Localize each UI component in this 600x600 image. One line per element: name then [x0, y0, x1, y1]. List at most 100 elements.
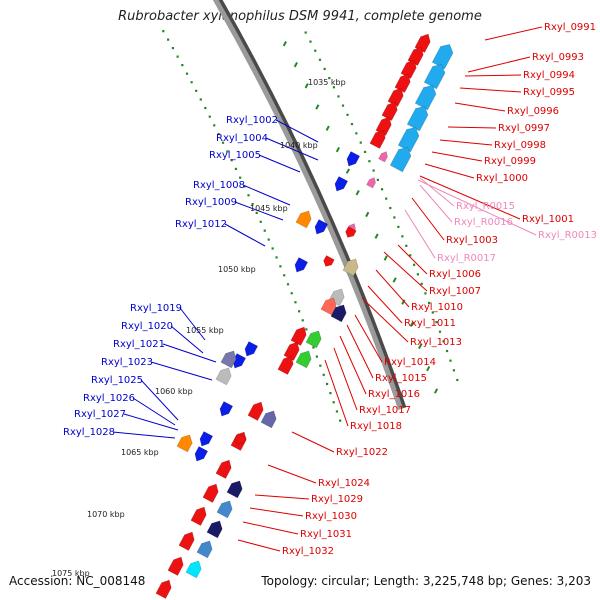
- kbp-scale-label: 1050 kbp: [218, 265, 256, 274]
- gene-block-cyan: [389, 147, 412, 173]
- gene-arrow-forward-shape: [178, 531, 195, 551]
- gene-block-cyan: [431, 44, 454, 70]
- gene-arrow-forward: [394, 73, 411, 93]
- leader-line: [132, 397, 176, 426]
- gene-block-shape: [305, 330, 322, 349]
- gene-arrow-reverse: [235, 433, 247, 445]
- gene-label-right: Rxyl_1001: [522, 214, 574, 225]
- tick-dot: [185, 72, 189, 75]
- tick-dot: [247, 194, 250, 197]
- gene-label-left: Rxyl_1009: [185, 197, 237, 208]
- gene-block: [330, 304, 347, 323]
- leader-line: [140, 379, 179, 421]
- gene-block-shape: [185, 560, 202, 579]
- gene-label-right: Rxyl_1007: [429, 286, 481, 297]
- leader-line: [361, 297, 409, 343]
- tick-dot: [283, 274, 286, 277]
- tick-dot: [255, 211, 258, 215]
- gene-arrow-forward: [414, 33, 431, 53]
- tick-dot: [456, 378, 459, 382]
- tick-dot: [309, 40, 312, 43]
- gene-label-left: Rxyl_1019: [130, 303, 182, 314]
- tick-dot: [412, 263, 416, 266]
- strand-tick: [355, 190, 360, 196]
- tick-dot: [424, 292, 427, 295]
- gene-arrow-forward-shape: [167, 556, 184, 576]
- gene-label-right: Rxyl_1016: [368, 389, 420, 400]
- gene-arrow-inner-shape: [244, 341, 259, 357]
- backbone-ring: [212, 0, 404, 410]
- leader-line: [467, 56, 531, 73]
- strand-tick: [383, 255, 388, 261]
- tick-dot: [259, 220, 262, 223]
- tick-dot: [275, 256, 278, 259]
- tick-dot: [304, 31, 307, 34]
- tick-dot: [181, 64, 184, 67]
- gene-label-left: Rxyl_1021: [113, 339, 165, 350]
- leader-line: [397, 244, 428, 275]
- gene-arrow-forward-shape: [155, 579, 172, 599]
- tick-dot: [393, 216, 396, 219]
- label-layer: 1035 kbp 1040 kbp 1045 kbp 1050 kbp 1055 kbp…: [52, 22, 597, 578]
- tick-dot: [217, 132, 220, 136]
- tick-dot: [290, 292, 293, 295]
- tick-dot: [397, 225, 400, 228]
- tick-dot: [312, 346, 315, 349]
- gene-block-cyan-shape: [423, 64, 446, 90]
- leader-line: [339, 335, 367, 395]
- tick-dot: [359, 141, 362, 144]
- gene-label-right: Rxyl_1017: [359, 405, 411, 416]
- gene-arrow-reverse-shape: [235, 433, 247, 445]
- gene-arrow-inner: [199, 431, 214, 447]
- leader-line: [404, 209, 436, 259]
- strand-tick: [335, 146, 340, 153]
- tick-dot: [420, 282, 423, 285]
- gene-block: [305, 330, 322, 349]
- gene-label-left: Rxyl_1012: [175, 219, 227, 230]
- rna-marker: [378, 151, 388, 163]
- tick-dot: [452, 369, 456, 372]
- leader-line: [417, 179, 537, 236]
- tick-dot: [341, 104, 345, 107]
- gene-label-right: Rxyl_1013: [410, 337, 462, 348]
- gene-label-right: Rxyl_0997: [498, 123, 550, 134]
- gene-block-shape: [216, 500, 233, 519]
- leader-line: [346, 324, 374, 379]
- gene-arrow-reverse: [345, 226, 357, 238]
- strand-tick: [345, 168, 350, 174]
- tick-dot: [271, 247, 274, 250]
- gene-block: [260, 410, 277, 429]
- leader-line: [162, 343, 217, 363]
- tick-dot: [346, 113, 349, 116]
- tick-dot: [445, 349, 449, 353]
- leader-line: [459, 87, 522, 93]
- gene-block-shape: [196, 540, 213, 559]
- leader-line-layer: [112, 26, 543, 552]
- gene-block: [295, 350, 312, 369]
- gene-label-right: Rxyl_R0017: [437, 253, 496, 264]
- gene-label-left: Rxyl_1023: [101, 357, 153, 368]
- leader-line: [383, 251, 428, 292]
- tick-dot: [438, 330, 442, 333]
- leader-line: [123, 413, 179, 431]
- tick-dot: [339, 419, 342, 422]
- gene-block-shape: [320, 297, 337, 316]
- gene-label-left: Rxyl_1027: [74, 409, 126, 420]
- tick-dot: [350, 122, 354, 126]
- gene-arrow-reverse-shape: [345, 226, 357, 238]
- tick-dot: [372, 169, 375, 172]
- gene-block: [206, 520, 223, 539]
- gene-arrow-forward: [155, 579, 172, 599]
- tick-dot: [442, 340, 445, 343]
- gene-block: [342, 258, 359, 277]
- gene-arrow-forward: [277, 355, 294, 375]
- backbone-layer: [212, 0, 407, 410]
- gene-label-left: Rxyl_1026: [83, 393, 135, 404]
- rna-marker: [366, 177, 376, 189]
- leader-line: [242, 184, 291, 206]
- tick-dot: [239, 176, 242, 179]
- gene-arrow-forward-shape: [202, 483, 219, 503]
- tick-dot: [167, 38, 170, 41]
- leader-line: [424, 163, 475, 179]
